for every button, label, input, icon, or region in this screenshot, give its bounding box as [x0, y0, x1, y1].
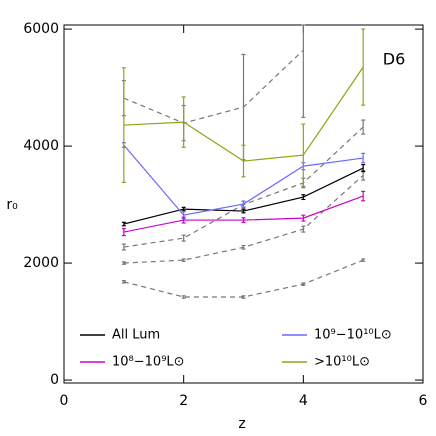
annotation: D6: [383, 50, 406, 69]
error-bar: [241, 244, 246, 250]
dashed-line: [123, 49, 304, 124]
error-bar: [361, 163, 366, 173]
error-bar: [301, 282, 306, 286]
error-bar: [121, 227, 126, 237]
error-bar: [181, 258, 186, 262]
x-axis-label: z: [238, 416, 245, 432]
error-bar: [121, 243, 126, 251]
error-bar: [241, 200, 246, 208]
error-bar: [301, 214, 306, 222]
error-bar: [241, 53, 246, 161]
y-tick-label: 4000: [23, 138, 59, 154]
legend-label: All Lum: [112, 328, 160, 343]
error-bar: [301, 194, 306, 201]
error-bar: [361, 152, 366, 164]
legend-label: >10¹⁰L⊙: [314, 355, 370, 370]
error-bar: [241, 144, 246, 178]
error-bar: [181, 295, 186, 299]
legend-label: 10⁸−10⁹L⊙: [112, 355, 185, 370]
y-axis-label: r₀: [6, 197, 18, 213]
x-tick-label: 0: [60, 393, 69, 409]
error-bar: [121, 67, 126, 184]
x-tick-label: 4: [299, 393, 308, 409]
error-bar: [241, 217, 246, 224]
error-bar: [241, 208, 246, 214]
dashed-line: [123, 259, 364, 298]
error-bar: [181, 206, 186, 212]
error-bar: [361, 258, 366, 262]
error-bar: [181, 234, 186, 242]
plot-frame: [63, 24, 424, 384]
error-bar: [361, 190, 366, 202]
x-tick-label: 2: [179, 393, 188, 409]
error-bar: [241, 295, 246, 299]
error-bar: [301, 225, 306, 233]
error-bar: [301, 24, 306, 118]
error-bar: [121, 280, 126, 284]
y-tick-label: 6000: [23, 21, 59, 37]
x-tick-label: 6: [419, 393, 428, 409]
y-tick-label: 0: [50, 372, 59, 388]
error-bar: [181, 216, 186, 224]
legend-label: 10⁹−10¹⁰L⊙: [314, 328, 392, 343]
error-bar: [181, 96, 186, 148]
error-bar: [121, 221, 126, 227]
y-tick-label: 2000: [23, 255, 59, 271]
error-bar: [361, 28, 366, 106]
error-bar: [301, 123, 306, 187]
error-bar: [361, 119, 366, 135]
error-bar: [121, 261, 126, 265]
